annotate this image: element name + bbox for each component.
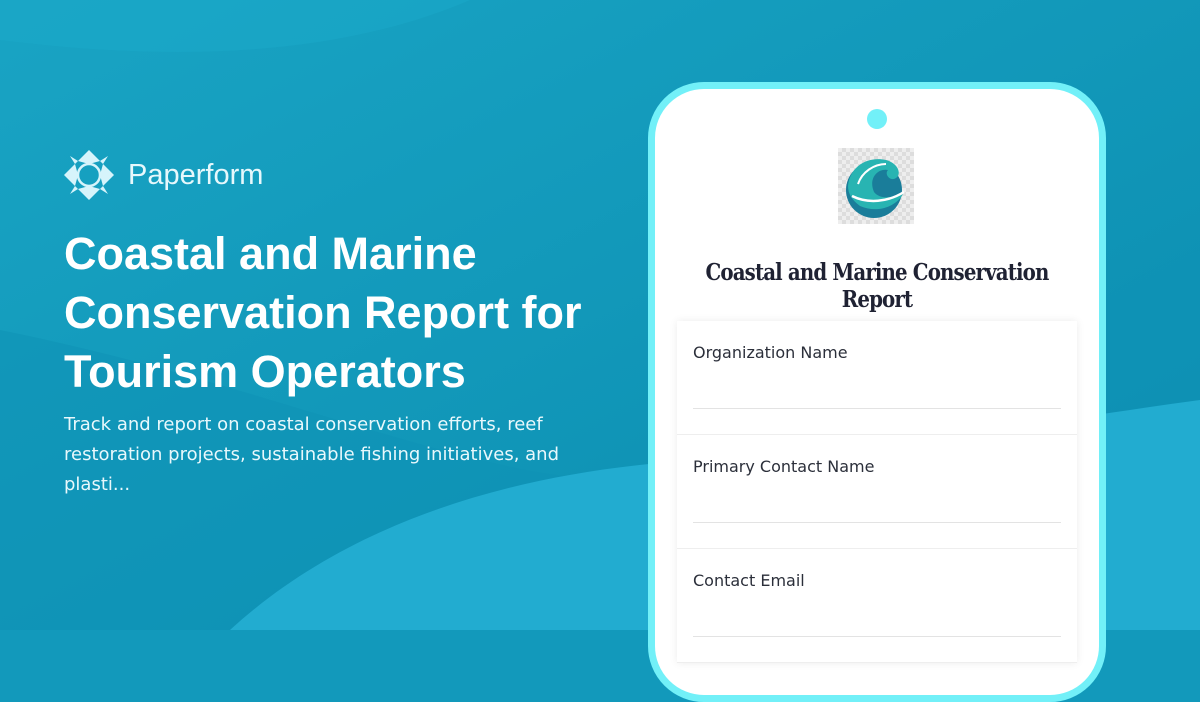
camera-dot (867, 109, 887, 129)
field-label: Organization Name (693, 343, 848, 362)
field-primary-contact-name: Primary Contact Name (677, 435, 1077, 549)
field-label: Contact Email (693, 571, 805, 590)
headline: Coastal and Marine Conservation Report f… (64, 228, 582, 397)
field-label: Primary Contact Name (693, 457, 875, 476)
field-organization-name: Organization Name (677, 321, 1077, 435)
field-contact-email: Contact Email (677, 549, 1077, 663)
paperform-logo: Paperform (64, 150, 263, 200)
paperform-logo-icon (64, 150, 114, 200)
form-logo (838, 148, 914, 224)
wave-logo-icon (846, 159, 905, 218)
organization-name-input[interactable] (693, 408, 1061, 409)
description: Track and report on coastal conservation… (64, 414, 560, 495)
form-title: Coastal and Marine Conservation Report (705, 259, 1049, 313)
primary-contact-name-input[interactable] (693, 522, 1061, 523)
form-card: Organization Name Primary Contact Name C… (677, 321, 1077, 663)
phone-mockup: Coastal and Marine Conservation Report O… (648, 82, 1106, 702)
brand-name: Paperform (128, 158, 264, 191)
contact-email-input[interactable] (693, 636, 1061, 637)
